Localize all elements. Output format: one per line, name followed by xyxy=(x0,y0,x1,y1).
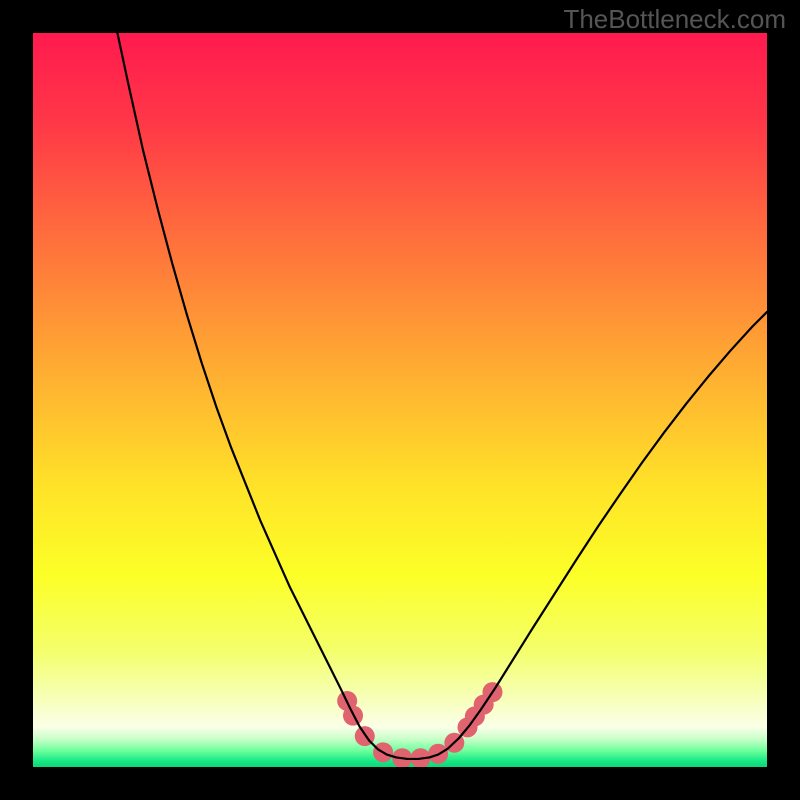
plot-svg xyxy=(33,33,767,767)
chart-stage: TheBottleneck.com xyxy=(0,0,800,800)
gradient-background xyxy=(33,33,767,767)
watermark-text: TheBottleneck.com xyxy=(563,4,786,35)
plot-area xyxy=(33,33,767,767)
